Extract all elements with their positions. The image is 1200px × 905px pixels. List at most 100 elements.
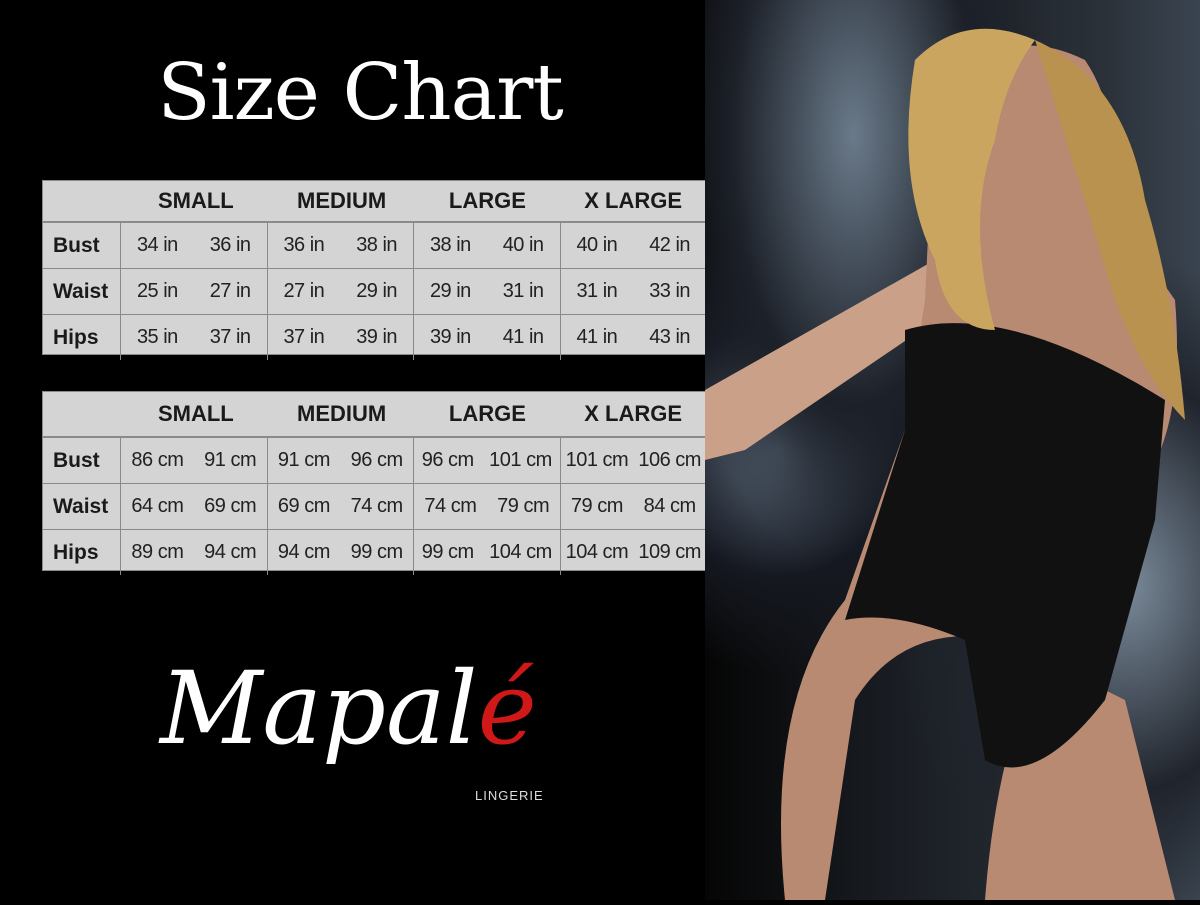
size-cell-group: 36 in 38 in: [268, 223, 414, 268]
measurement-value: 25 in: [136, 280, 178, 302]
size-cell-group: 38 in 40 in: [414, 223, 561, 268]
model-figure-illustration: [705, 28, 1185, 901]
size-cell-group: 89 cm 94 cm: [121, 530, 268, 575]
measurement-value: 104 cm: [565, 541, 629, 563]
measurement-value: 37 in: [209, 326, 251, 348]
table-row: Waist 64 cm 69 cm 69 cm 74 cm 74 cm 79 cm 79 cm…: [43, 484, 706, 530]
measurement-value: 31 in: [576, 280, 618, 302]
measurement-value: 36 in: [283, 234, 325, 256]
size-header: MEDIUM: [297, 188, 387, 213]
size-cell-group: 99 cm 104 cm: [414, 530, 561, 575]
measurement-value: 104 cm: [489, 541, 552, 563]
model-photo: [705, 0, 1200, 901]
measurement-value: 64 cm: [131, 495, 184, 517]
size-cell-group: 86 cm 91 cm: [121, 438, 268, 483]
row-label: Bust: [43, 438, 121, 483]
measurement-value: 86 cm: [131, 449, 184, 471]
page-title: Size Chart: [157, 48, 563, 138]
size-cell-group: 39 in 41 in: [414, 315, 561, 360]
size-header: SMALL: [157, 401, 234, 426]
measurement-value: 69 cm: [277, 495, 330, 517]
measurement-value: 27 in: [209, 280, 251, 302]
size-cell-group: 79 cm 84 cm: [561, 484, 707, 529]
measurement-value: 96 cm: [421, 449, 474, 471]
measurement-value: 40 in: [576, 234, 618, 256]
size-cell-group: 91 cm 96 cm: [268, 438, 414, 483]
size-cell-group: 29 in 31 in: [414, 269, 561, 314]
measurement-value: 91 cm: [204, 449, 257, 471]
logo-wordmark: Mapalé: [160, 650, 537, 767]
measurement-value: 34 in: [136, 234, 178, 256]
row-label: Bust: [43, 223, 121, 268]
measurement-value: 99 cm: [350, 541, 403, 563]
size-header: SMALL: [157, 188, 234, 213]
size-header: MEDIUM: [297, 401, 387, 426]
table-row: Hips 35 in 37 in 37 in 39 in 39 in 41 in 41 in 4…: [43, 315, 706, 360]
measurement-value: 94 cm: [277, 541, 330, 563]
size-table-cm: SMALL MEDIUM LARGE X LARGE Bust 86 cm 91 c…: [42, 391, 707, 575]
row-label: Waist: [43, 269, 121, 314]
table-row: Hips 89 cm 94 cm 94 cm 99 cm 99 cm 104 cm 104 c…: [43, 530, 706, 575]
measurement-value: 37 in: [283, 326, 325, 348]
size-cell-group: 34 in 36 in: [121, 223, 268, 268]
measurement-value: 38 in: [429, 234, 471, 256]
measurement-value: 69 cm: [204, 495, 257, 517]
measurement-value: 99 cm: [421, 541, 474, 563]
size-cell-group: 35 in 37 in: [121, 315, 268, 360]
table-row: Bust 34 in 36 in 36 in 38 in 38 in 40 in 40 in 4…: [43, 223, 706, 269]
size-cell-group: 31 in 33 in: [561, 269, 707, 314]
measurement-value: 84 cm: [643, 495, 696, 517]
table-header: SMALL MEDIUM LARGE X LARGE: [43, 392, 706, 438]
measurement-value: 41 in: [502, 326, 544, 348]
size-header: LARGE: [448, 188, 526, 213]
size-cell-group: 96 cm 101 cm: [414, 438, 561, 483]
measurement-value: 106 cm: [638, 449, 701, 471]
row-label: Hips: [43, 530, 121, 575]
measurement-value: 89 cm: [131, 541, 184, 563]
measurement-value: 74 cm: [424, 495, 477, 517]
size-cell-group: 41 in 43 in: [561, 315, 707, 360]
measurement-value: 38 in: [356, 234, 398, 256]
logo-subtitle: LINGERIE: [475, 788, 544, 803]
size-cell-group: 101 cm 106 cm: [561, 438, 707, 483]
size-cell-group: 94 cm 99 cm: [268, 530, 414, 575]
measurement-value: 41 in: [576, 326, 618, 348]
measurement-value: 39 in: [429, 326, 471, 348]
measurement-value: 36 in: [209, 234, 251, 256]
measurement-value: 40 in: [502, 234, 544, 256]
size-table-inches: SMALL MEDIUM LARGE X LARGE Bust 34 in 36 i…: [42, 180, 707, 360]
measurement-value: 74 cm: [350, 495, 403, 517]
size-cell-group: 37 in 39 in: [268, 315, 414, 360]
size-cell-group: 64 cm 69 cm: [121, 484, 268, 529]
measurement-value: 94 cm: [204, 541, 257, 563]
table-row: Bust 86 cm 91 cm 91 cm 96 cm 96 cm 101 cm 101 c…: [43, 438, 706, 484]
size-cell-group: 74 cm 79 cm: [414, 484, 561, 529]
size-cell-group: 25 in 27 in: [121, 269, 268, 314]
measurement-value: 96 cm: [350, 449, 403, 471]
size-header: X LARGE: [584, 401, 683, 426]
size-header: X LARGE: [584, 188, 683, 213]
brand-logo: Mapalé LINGERIE: [160, 650, 580, 820]
table-header: SMALL MEDIUM LARGE X LARGE: [43, 181, 706, 223]
size-cell-group: 40 in 42 in: [561, 223, 707, 268]
measurement-value: 35 in: [136, 326, 178, 348]
measurement-value: 29 in: [356, 280, 398, 302]
size-cell-group: 104 cm 109 cm: [561, 530, 707, 575]
measurement-value: 31 in: [502, 280, 544, 302]
measurement-value: 27 in: [283, 280, 325, 302]
measurement-value: 79 cm: [570, 495, 623, 517]
measurement-value: 39 in: [356, 326, 398, 348]
size-header: LARGE: [448, 401, 526, 426]
measurement-value: 91 cm: [277, 449, 330, 471]
measurement-value: 101 cm: [565, 449, 629, 471]
measurement-value: 29 in: [429, 280, 471, 302]
measurement-value: 43 in: [649, 326, 691, 348]
table-row: Waist 25 in 27 in 27 in 29 in 29 in 31 in 31 in…: [43, 269, 706, 315]
measurement-value: 79 cm: [497, 495, 550, 517]
measurement-value: 42 in: [649, 234, 691, 256]
measurement-value: 33 in: [649, 280, 691, 302]
row-label: Hips: [43, 315, 121, 360]
row-label: Waist: [43, 484, 121, 529]
measurement-value: 101 cm: [489, 449, 552, 471]
size-cell-group: 27 in 29 in: [268, 269, 414, 314]
